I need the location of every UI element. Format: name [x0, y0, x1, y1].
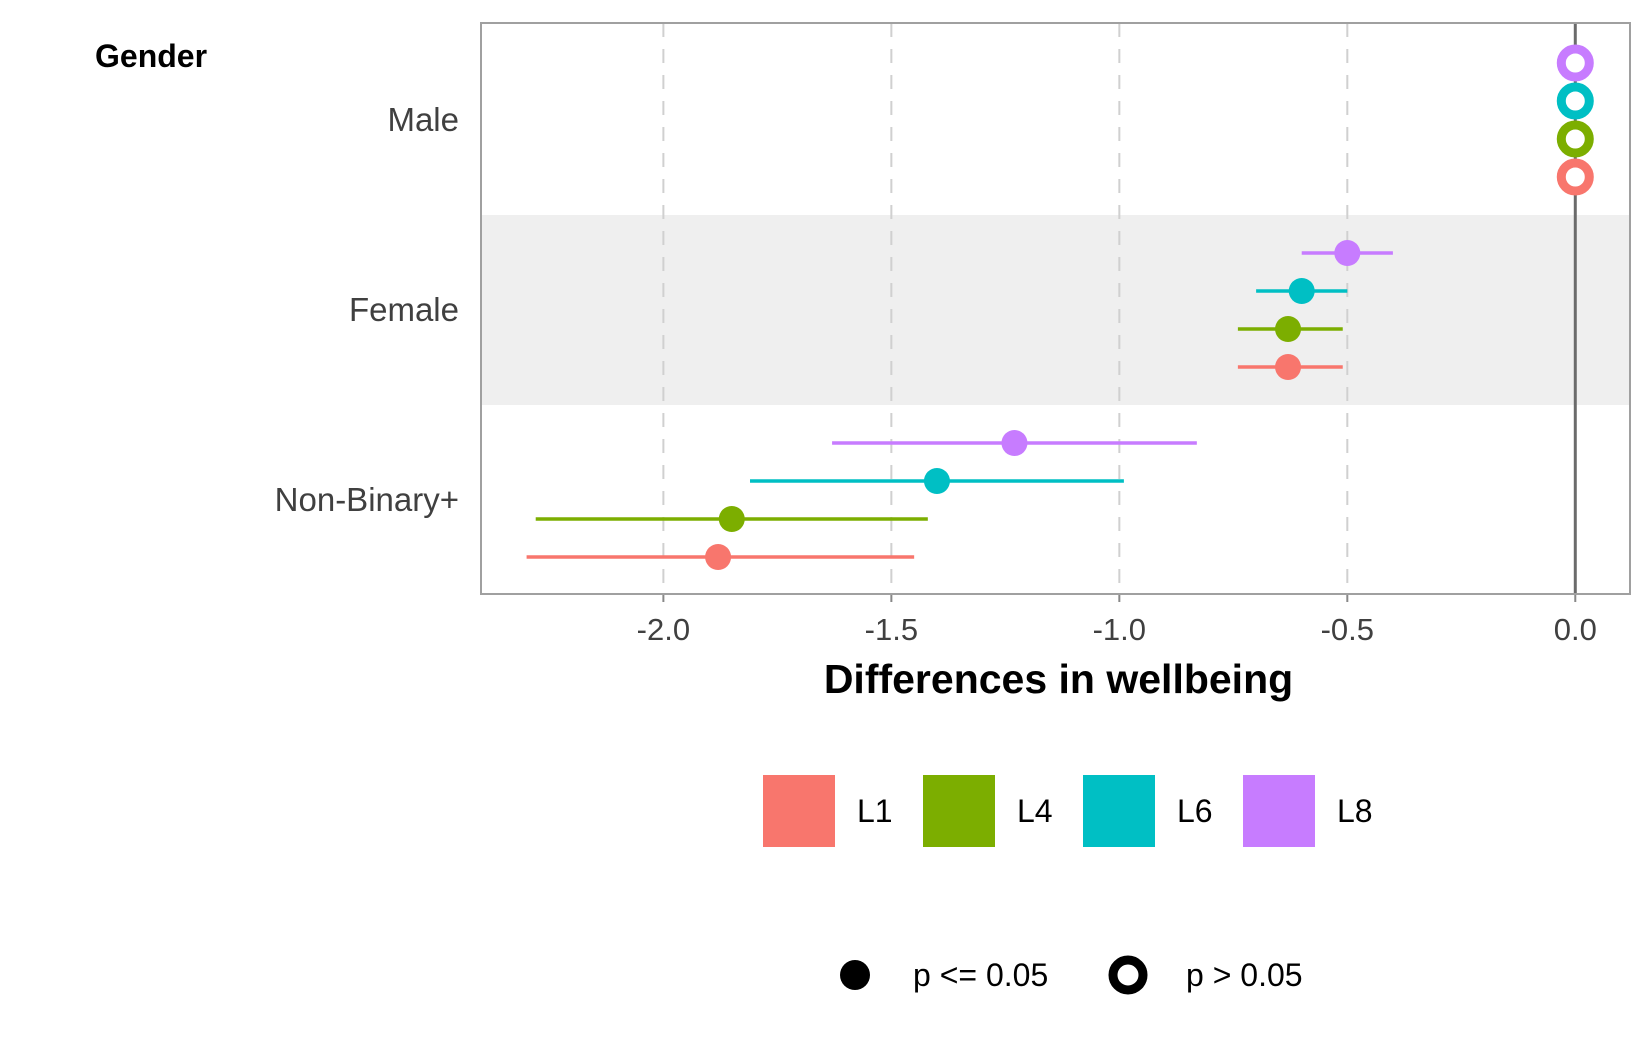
x-tick-label: -1.0 — [1093, 612, 1146, 647]
highlight-band — [481, 215, 1630, 405]
legend-label-l6: L6 — [1177, 793, 1213, 829]
point-l6-not-significant — [1556, 82, 1594, 120]
x-tick-label: -0.5 — [1321, 612, 1374, 647]
legend-key-l8 — [1243, 775, 1315, 847]
point-l4-significant — [718, 506, 745, 532]
y-category-label: Female — [349, 291, 459, 328]
point-l1-significant — [1275, 354, 1302, 380]
point-l8-significant — [1001, 430, 1028, 456]
point-l8-significant — [1334, 240, 1361, 266]
point-l1-not-significant — [1556, 158, 1594, 196]
panel-border — [480, 22, 1631, 595]
point-l6-significant — [923, 468, 950, 494]
legend-label-l8: L8 — [1337, 793, 1373, 829]
x-tick-label: 0.0 — [1554, 612, 1597, 647]
x-tick-label: -2.0 — [637, 612, 690, 647]
point-l6-significant — [1288, 278, 1315, 304]
x-tick-label: -1.5 — [865, 612, 918, 647]
point-l4-not-significant — [1556, 120, 1594, 158]
legend-label-l4: L4 — [1017, 793, 1053, 829]
legend-shape-label: p > 0.05 — [1186, 957, 1303, 993]
y-category-label: Male — [387, 101, 459, 138]
legend-shape-filled-circle — [840, 960, 870, 990]
point-l1-significant — [705, 544, 732, 570]
panel-title: Gender — [95, 38, 207, 74]
y-category-label: Non-Binary+ — [275, 481, 459, 518]
point-l4-significant — [1275, 316, 1302, 342]
legend-key-l6 — [1083, 775, 1155, 847]
legend-key-l4 — [923, 775, 995, 847]
x-axis-title: Differences in wellbeing — [824, 656, 1293, 702]
legend-shape-label: p <= 0.05 — [913, 957, 1048, 993]
legend-key-l1 — [763, 775, 835, 847]
legend-shape-hollow-circle — [1108, 955, 1148, 995]
legend-label-l1: L1 — [857, 793, 893, 829]
point-l8-not-significant — [1556, 44, 1594, 82]
